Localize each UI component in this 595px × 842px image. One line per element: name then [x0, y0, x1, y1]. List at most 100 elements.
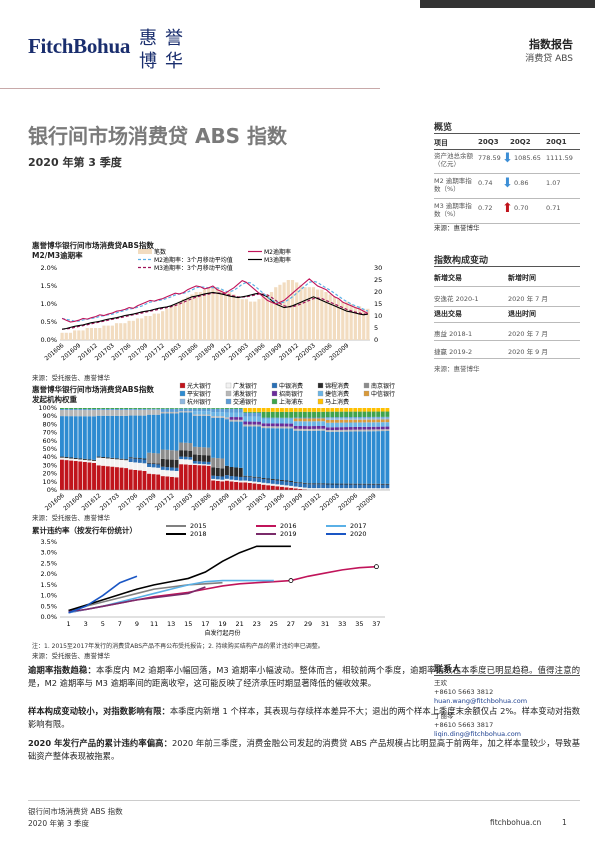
footer-period: 2020 年第 3 季度: [28, 819, 90, 828]
row-rule: [434, 173, 580, 174]
weight-bar-segment: [312, 426, 316, 429]
weight-bar-segment: [307, 408, 312, 412]
weight-bar-segment: [202, 455, 206, 462]
weight-bar-segment: [330, 418, 335, 420]
weight-bar-segment: [238, 482, 243, 490]
weight-bar-segment: [298, 482, 303, 484]
weight-bar-segment: [202, 464, 206, 466]
weight-bar-segment: [339, 483, 344, 485]
weight-bar-segment: [234, 408, 239, 413]
weight-bar-segment: [339, 422, 344, 428]
weight-bar-segment: [137, 462, 142, 471]
count-bar: [119, 323, 123, 340]
weight-bar-segment: [380, 431, 385, 484]
overview-table: 项目 20Q3 20Q2 20Q1 资产池总余额（亿元） 778.59 1085.65 111…: [434, 138, 580, 234]
weight-bar-segment: [197, 408, 202, 409]
weight-bar-segment: [335, 422, 339, 428]
weight-bar-segment: [275, 418, 280, 424]
weight-bar-segment: [206, 447, 211, 456]
weight-bar-segment: [137, 415, 142, 459]
axis-tick-label: 25: [374, 276, 382, 284]
weight-bar-segment: [179, 456, 184, 460]
weight-bar-segment: [220, 408, 225, 413]
x-tick-label: 201812: [227, 492, 249, 512]
weight-bar-segment: [367, 429, 371, 432]
overview-col-header: 项目: [434, 139, 448, 147]
count-bar: [131, 320, 135, 340]
weight-bar-segment: [215, 417, 220, 459]
weight-bar-segment: [147, 452, 151, 463]
weight-bar-segment: [284, 428, 289, 481]
weight-bar-segment: [243, 482, 248, 490]
weight-bar-segment: [353, 419, 358, 423]
weight-bar-segment: [101, 408, 106, 410]
weight-bar-segment: [119, 467, 124, 490]
weight-bar-segment: [119, 408, 124, 409]
weight-bar-segment: [252, 421, 257, 425]
footer-rule: [28, 800, 580, 801]
weight-bar-segment: [257, 421, 261, 425]
series-line: [61, 280, 369, 322]
weight-bar-segment: [211, 408, 216, 413]
weight-bar-segment: [247, 483, 252, 490]
weight-bar-segment: [266, 485, 271, 490]
weight-bar-segment: [165, 470, 170, 477]
weight-bar-segment: [60, 408, 64, 410]
weight-bar-segment: [371, 426, 376, 430]
weight-bar-segment: [321, 417, 326, 419]
weight-bar-segment: [325, 430, 330, 432]
contact-name: 丁丽琴: [434, 712, 454, 720]
x-tick-label: 201703: [99, 492, 121, 512]
weight-bar-segment: [252, 476, 257, 478]
weight-bar-segment: [147, 414, 151, 453]
x-tick-label: 3: [84, 620, 88, 628]
count-bar: [228, 292, 232, 340]
weight-bar-segment: [197, 461, 202, 464]
legend-label: M3逾期率: [264, 256, 291, 264]
weight-bar-segment: [229, 419, 234, 422]
weight-bar-segment: [261, 477, 266, 479]
axis-tick-label: 0.0%: [40, 613, 57, 621]
weight-bar-segment: [156, 414, 161, 454]
weight-bar-segment: [376, 429, 381, 432]
count-bar: [198, 292, 202, 340]
weight-bar-segment: [316, 430, 321, 484]
paragraph-text: 本季度内新增 1 个样本，其表现与存续样本差异不大；退出的两个样本上季度末余额仅…: [28, 706, 580, 729]
count-bar: [94, 328, 98, 340]
weight-bar-segment: [124, 409, 129, 416]
count-bar: [89, 328, 94, 340]
count-bar: [106, 325, 110, 340]
weight-bar-segment: [110, 457, 115, 459]
weight-bar-segment: [119, 409, 124, 416]
weight-bar-segment: [280, 484, 284, 487]
weight-bar-segment: [293, 488, 298, 490]
weight-bar-segment: [252, 424, 257, 427]
weight-bar-segment: [147, 462, 151, 464]
weight-bar-segment: [174, 408, 179, 412]
weight-bar-segment: [339, 488, 344, 490]
weight-bar-segment: [302, 430, 307, 483]
weight-bar-segment: [371, 429, 376, 432]
row-rule: [434, 198, 580, 199]
paragraph-lead: 逾期率指数趋稳：: [28, 665, 97, 675]
legend-label: 广发银行: [233, 382, 257, 390]
weight-bar-segment: [151, 463, 156, 465]
weight-bar-segment: [183, 459, 188, 465]
weight-bar-segment: [321, 484, 326, 489]
x-tick-label: 201609: [62, 492, 84, 512]
weight-bar-segment: [316, 417, 321, 419]
legend-label: 中银消费: [279, 382, 303, 390]
count-bar: [156, 313, 161, 340]
count-bar: [140, 318, 144, 340]
contact-email-link[interactable]: liqin.ding@fitchbohua.com: [434, 730, 522, 738]
weight-bar-segment: [78, 416, 83, 459]
arrow-up-icon: ⬆: [502, 201, 513, 216]
contact-email-link[interactable]: huan.wang@fitchbohua.com: [434, 697, 528, 705]
axis-tick-label: 100%: [38, 404, 57, 412]
weight-bar-segment: [316, 484, 321, 489]
weight-bar-segment: [289, 485, 294, 488]
weight-bar-segment: [330, 430, 335, 432]
legend-label: 光大银行: [187, 382, 211, 390]
weight-bar-segment: [339, 418, 344, 420]
weight-bar-segment: [156, 453, 161, 464]
